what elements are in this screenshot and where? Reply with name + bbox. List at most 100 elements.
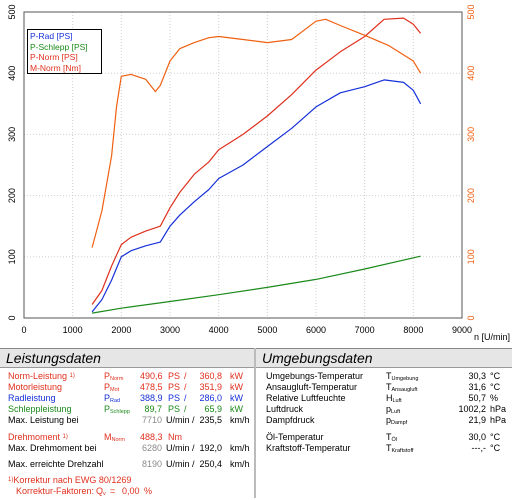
- umgebung-unit: %: [490, 393, 499, 403]
- faktoren-symbol: Qv: [96, 486, 106, 497]
- umgebung-label: Umgebungs-Temperatur: [266, 371, 364, 381]
- umgebung-label: Ansaugluft-Temperatur: [266, 382, 358, 392]
- schlepp-kw-value: 65,9: [204, 404, 222, 414]
- row-norm-leistung: Norm-Leistung 1) PNorm 490,6 PS 360,8 kW…: [0, 371, 254, 382]
- umgebung-value: 31,6: [468, 382, 486, 392]
- drehmoment-symbol: MNorm: [104, 432, 125, 443]
- drehmoment-footnote: 1): [62, 434, 68, 440]
- schlepp-symbol: PSchlepp: [104, 404, 130, 415]
- rad-ps-value: 388,9: [140, 393, 163, 403]
- umgebungsdaten-panel: Umgebungsdaten Umgebungs-Temperatur TUmge…: [256, 348, 512, 499]
- y-tick-label-left: 400: [7, 66, 17, 81]
- y-tick-label-right: 100: [466, 249, 476, 264]
- umgebungsdaten-title: Umgebungsdaten: [256, 349, 512, 368]
- x-tick-label: 8000: [403, 325, 423, 335]
- umgebung-label: Kraftstoff-Temperatur: [266, 443, 351, 453]
- umgebung-label: Relative Luftfeuchte: [266, 393, 346, 403]
- rad-symbol: PRad: [104, 393, 121, 404]
- x-tick-label: 5000: [257, 325, 277, 335]
- leistungsdaten-title: Leistungsdaten: [0, 349, 254, 368]
- max-leistung-speed-unit: km/h: [230, 415, 250, 425]
- y-tick-label-right: 300: [466, 127, 476, 142]
- umgebung-row: Ansaugluft-Temperatur TAnsaugluft 31,6 °C: [256, 382, 512, 393]
- max-drehzahl-speed-unit: km/h: [230, 459, 250, 469]
- series-line-p-norm-ps: [91, 17, 422, 305]
- y-tick-label-left: 300: [7, 127, 17, 142]
- series-line-p-rad-ps: [91, 79, 422, 313]
- y-tick-label-left: 500: [7, 4, 17, 19]
- series-line-m-norm-nm: [91, 18, 422, 248]
- umgebung-label: Öl-Temperatur: [266, 432, 324, 442]
- schlepp-label: Schleppleistung: [8, 404, 72, 414]
- norm-ps-value: 490,6: [140, 371, 163, 381]
- motor-kw-unit: kW: [230, 382, 243, 392]
- max-drehmoment-rpm: 6280: [141, 443, 162, 453]
- umgebung-value: 21,9: [468, 415, 486, 425]
- norm-label: Norm-Leistung: [8, 371, 68, 381]
- umgebung-symbol: TÖl: [386, 432, 397, 443]
- drehmoment-label: Drehmoment: [8, 432, 61, 442]
- max-drehmoment-speed: 192,0: [199, 443, 222, 453]
- max-drehzahl-speed: 250,4: [199, 459, 222, 469]
- rad-kw-value: 286,0: [199, 393, 222, 403]
- y-tick-label-right: 500: [466, 4, 476, 19]
- max-leistung-rpm: 7710: [141, 415, 162, 425]
- faktoren-value: 0,00: [122, 486, 140, 496]
- drehmoment-value: 488,3: [140, 432, 163, 442]
- x-tick-label: 3000: [160, 325, 180, 335]
- x-tick-label: 9000: [452, 325, 472, 335]
- umgebung-unit: °C: [490, 443, 501, 453]
- row-drehmoment: Drehmoment 1) MNorm 488,3 Nm: [0, 432, 254, 443]
- umgebung-unit: hPa: [490, 415, 507, 425]
- korrektur-label: Korrektur nach EWG 80/1269: [13, 475, 132, 485]
- umgebung-value: 1002,2: [458, 404, 486, 414]
- norm-kw-unit: kW: [230, 371, 243, 381]
- legend-p-rad: P-Rad [PS]: [30, 31, 73, 41]
- motor-kw-value: 351,9: [199, 382, 222, 392]
- max-drehmoment-label: Max. Drehmoment bei: [8, 443, 97, 453]
- legend-p-norm: P-Norm [PS]: [30, 52, 78, 62]
- umgebung-row: Luftdruck pLuft 1002,2 hPa: [256, 404, 512, 415]
- schlepp-kw-unit: kW: [230, 404, 243, 414]
- korrektur-footnote: 1): [8, 477, 14, 483]
- rad-ps-unit: PS: [168, 393, 181, 403]
- motor-ps-value: 478,5: [140, 382, 163, 392]
- max-drehmoment-rpm-unit: U/min /: [166, 443, 195, 453]
- motor-symbol: PMot: [104, 382, 120, 393]
- umgebung-row: Kraftstoff-Temperatur TKraftstoff ---,- °C: [256, 443, 512, 454]
- max-drehmoment-speed-unit: km/h: [230, 443, 250, 453]
- umgebung-label: Dampfdruck: [266, 415, 315, 425]
- y-tick-label-left: 100: [7, 249, 17, 264]
- dyno-chart: 0 1000 2000 3000 4000 5000 6000 7000 8000 9000 01…: [7, 4, 510, 342]
- row-motorleistung: Motorleistung PMot 478,5 PS / 351,9 kW: [0, 382, 254, 393]
- umgebung-symbol: TKraftstoff: [386, 443, 414, 454]
- max-leistung-speed: 235,5: [199, 415, 222, 425]
- rad-kw-unit: kW: [230, 393, 243, 403]
- chart-legend: P-Rad [PS] P-Schlepp [PS] P-Norm [PS] M-…: [27, 29, 102, 74]
- max-leistung-label: Max. Leistung bei: [8, 415, 79, 425]
- faktoren-unit: %: [144, 486, 153, 496]
- motor-ps-unit: PS: [168, 382, 181, 392]
- row-korrektur-faktoren: Korrektur-Faktoren: Qv = 0,00 %: [0, 486, 254, 497]
- umgebung-row: Dampfdruck pDampf 21,9 hPa: [256, 415, 512, 426]
- umgebung-unit: hPa: [490, 404, 507, 414]
- umgebung-unit: °C: [490, 432, 501, 442]
- umgebung-value: 30,0: [468, 432, 486, 442]
- plot-frame: [23, 11, 463, 319]
- max-drehzahl-label: Max. erreichte Drehzahl: [8, 459, 104, 469]
- x-tick-label: 4000: [209, 325, 229, 335]
- y-tick-label-right: 400: [466, 66, 476, 81]
- x-tick-label: 2000: [111, 325, 131, 335]
- x-axis-label: n [U/min]: [474, 332, 510, 342]
- rad-label: Radleistung: [8, 393, 56, 403]
- legend-m-norm: M-Norm [Nm]: [30, 62, 81, 73]
- faktoren-label: Korrektur-Faktoren:: [16, 486, 95, 496]
- norm-kw-value: 360,8: [199, 371, 222, 381]
- row-max-drehmoment: Max. Drehmoment bei 6280 U/min / 192,0 k…: [0, 443, 254, 454]
- row-korrektur: 1)Korrektur nach EWG 80/1269: [0, 475, 254, 486]
- y-tick-label-left: 200: [7, 188, 17, 203]
- x-tick-labels: 0 1000 2000 3000 4000 5000 6000 7000 8000 9000: [21, 325, 472, 335]
- row-max-leistung: Max. Leistung bei 7710 U/min / 235,5 km/…: [0, 415, 254, 426]
- umgebung-label: Luftdruck: [266, 404, 304, 414]
- x-tick-label: 1000: [63, 325, 83, 335]
